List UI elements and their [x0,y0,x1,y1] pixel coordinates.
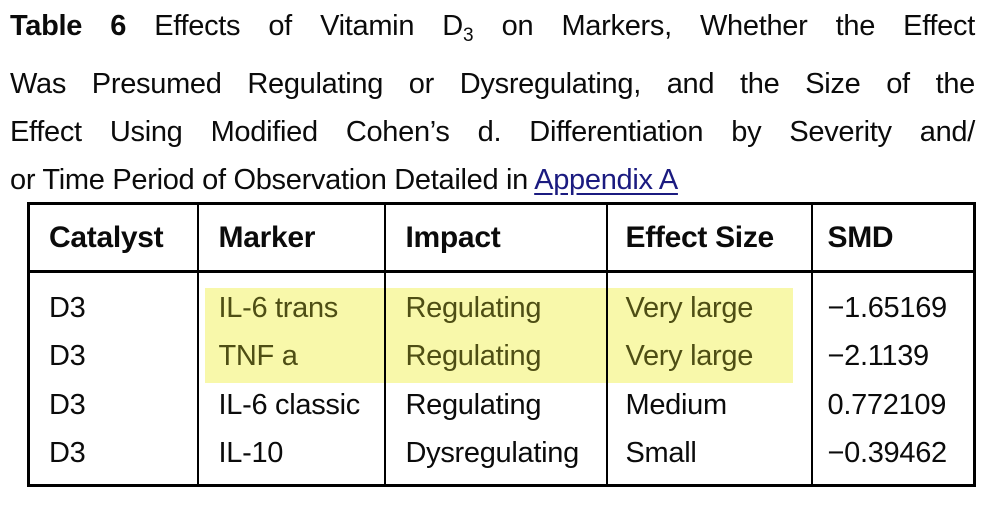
cell-catalyst: D3 [49,340,86,373]
table-row: D3 TNF a Regulating Very large −2.1139 [29,332,975,382]
caption-text: Effect Using Modified Cohen’s d. Differe… [10,116,975,148]
table-container: Catalyst Marker Impact Effect Size SMD D… [27,202,976,487]
cell-marker: TNF a [196,332,385,382]
effects-table: Catalyst Marker Impact Effect Size SMD D… [27,202,976,487]
cell-marker: IL-6 trans [196,271,385,333]
caption-line-1: Table 6 Effects of Vitamin D3 on Markers… [10,2,975,60]
col-header-marker: Marker [196,203,385,273]
cell-catalyst: D3 [49,292,86,325]
cell-catalyst: D3 [49,388,86,421]
caption-text: on Markers, Whether the Effect [501,10,976,42]
table-header-row: Catalyst Marker Impact Effect Size SMD [28,203,975,273]
cell-smd: −0.39462 [810,429,975,486]
cell-marker: IL-6 classic [196,381,385,430]
table-number-label: Table 6 [10,10,127,42]
cell-impact: Regulating [383,271,607,333]
caption-text: or Time Period of Observation Detailed i… [10,164,529,196]
cell-smd: −2.1139 [810,332,975,382]
cell-impact: Dysregulating [383,429,607,486]
caption-line-3: Effect Using Modified Cohen’s d. Differe… [10,108,975,156]
caption-line-4: or Time Period of Observation Detailed i… [10,156,975,204]
cell-smd: −1.65169 [810,271,975,333]
col-header-catalyst: Catalyst [28,203,198,273]
appendix-a-link[interactable]: Appendix A [534,164,678,196]
table-row: D3 IL-6 trans Regulating Very large −1.6… [29,271,975,333]
cell-catalyst: D3 [49,436,86,469]
cell-impact: Regulating [383,381,607,430]
subscript-3: 3 [462,25,474,46]
table-row: D3 IL-6 classic Regulating Medium 0.7721… [29,381,975,430]
caption-line-2: Was Presumed Regulating or Dysregulating… [10,60,975,108]
col-header-impact: Impact [383,203,607,273]
caption-text: Effects of Vitamin D [154,10,463,42]
cell-effect-size: Very large [605,332,812,382]
table-caption: Table 6 Effects of Vitamin D3 on Markers… [10,2,975,204]
cell-smd: 0.772109 [810,381,975,430]
cell-effect-size: Small [605,429,812,486]
cell-effect-size: Medium [605,381,812,430]
col-header-smd: SMD [810,203,975,273]
cell-effect-size: Very large [605,271,812,333]
col-header-effect-size: Effect Size [605,203,812,273]
cell-marker: IL-10 [196,429,385,486]
table-row: D3 IL-10 Dysregulating Small −0.39462 [29,429,975,486]
cell-impact: Regulating [383,332,607,382]
caption-text: Was Presumed Regulating or Dysregulating… [10,68,975,100]
